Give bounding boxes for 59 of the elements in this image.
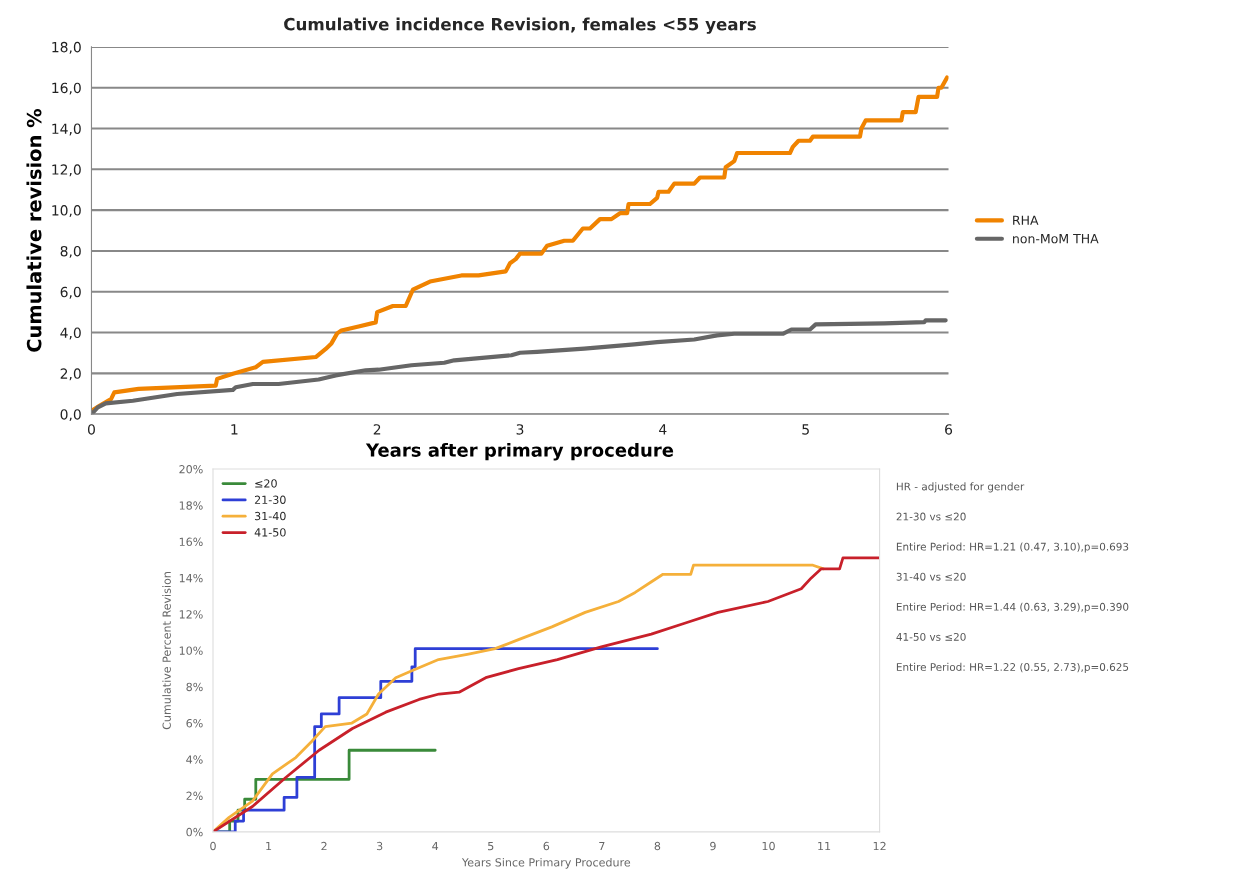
text: 31-40 vs ≤20 bbox=[896, 572, 966, 581]
y-tick-label: 12,0 bbox=[52, 164, 81, 177]
legend-label: 31-40 bbox=[254, 511, 286, 521]
y-tick-label: 10% bbox=[179, 646, 203, 655]
legend-label: non-MoM THA bbox=[1013, 234, 1099, 244]
y-tick-label: 12% bbox=[179, 610, 203, 619]
chart-title: Cumulative incidence Revision, females <55 years bbox=[284, 17, 756, 34]
legend-label: 41-50 bbox=[254, 528, 286, 537]
x-tick-label: 4 bbox=[659, 424, 667, 435]
y-tick-label: 8,0 bbox=[60, 245, 81, 258]
y-tick-label: 10,0 bbox=[52, 205, 81, 218]
y-tick-label: 2% bbox=[186, 791, 203, 800]
y-tick-label: 16,0 bbox=[52, 82, 81, 95]
text: Entire Period: HR=1.44 (0.63, 3.29),p=0.390 bbox=[896, 602, 1129, 613]
x-tick-label: 5 bbox=[488, 841, 494, 851]
x-tick-label: 1 bbox=[266, 841, 272, 851]
y-tick-label: 2,0 bbox=[60, 368, 81, 381]
x-tick-label: 11 bbox=[818, 841, 831, 851]
x-axis-title: Years after primary procedure bbox=[365, 442, 674, 461]
x-tick-label: 8 bbox=[654, 841, 661, 851]
y-tick-label: 4% bbox=[186, 755, 203, 764]
x-tick-label: 5 bbox=[802, 424, 809, 435]
y-tick-label: 14,0 bbox=[52, 123, 81, 136]
x-tick-label: 0 bbox=[87, 424, 95, 435]
x-tick-label: 2 bbox=[321, 841, 327, 851]
x-tick-label: 0 bbox=[210, 841, 216, 851]
y-tick-label: 4,0 bbox=[60, 327, 81, 340]
x-tick-label: 1 bbox=[231, 424, 238, 435]
x-tick-label: 7 bbox=[599, 841, 605, 851]
y-axis-title: Cumulative revision % bbox=[26, 108, 42, 352]
y-tick-label: 14% bbox=[179, 573, 203, 583]
y-tick-label: 8% bbox=[186, 682, 203, 692]
legend-label: 21-30 bbox=[254, 495, 286, 504]
x-tick-label: 6 bbox=[945, 424, 953, 435]
x-tick-label: 10 bbox=[762, 841, 775, 851]
y-tick-label: 16% bbox=[179, 537, 203, 546]
x-tick-label: 12 bbox=[873, 841, 886, 851]
x-axis-title: Years Since Primary Procedure bbox=[461, 857, 631, 869]
text: Entire Period: HR=1.21 (0.47, 3.10),p=0.693 bbox=[896, 542, 1129, 553]
y-axis-title: Cumulative Percent Revision bbox=[162, 572, 171, 730]
y-tick-label: 18,0 bbox=[52, 41, 81, 54]
legend-label: ≤20 bbox=[255, 479, 277, 488]
y-tick-label: 20% bbox=[179, 465, 203, 474]
x-tick-label: 9 bbox=[710, 841, 716, 851]
x-tick-label: 3 bbox=[516, 424, 524, 435]
y-tick-label: 0% bbox=[186, 827, 203, 837]
y-tick-label: 6% bbox=[186, 719, 203, 728]
x-tick-label: 3 bbox=[376, 841, 383, 851]
text: 41-50 vs ≤20 bbox=[896, 632, 966, 641]
x-tick-label: 6 bbox=[543, 841, 550, 851]
x-tick-label: 2 bbox=[373, 424, 381, 435]
y-tick-label: 0,0 bbox=[60, 409, 81, 422]
legend-label: RHA bbox=[1013, 215, 1039, 225]
y-tick-label: 18% bbox=[179, 501, 203, 510]
text: 21-30 vs ≤20 bbox=[896, 512, 966, 521]
y-tick-label: 6,0 bbox=[60, 286, 81, 299]
text: HR - adjusted for gender bbox=[896, 482, 1025, 493]
x-tick-label: 4 bbox=[432, 841, 439, 851]
text: Entire Period: HR=1.22 (0.55, 2.73),p=0.625 bbox=[896, 662, 1129, 673]
